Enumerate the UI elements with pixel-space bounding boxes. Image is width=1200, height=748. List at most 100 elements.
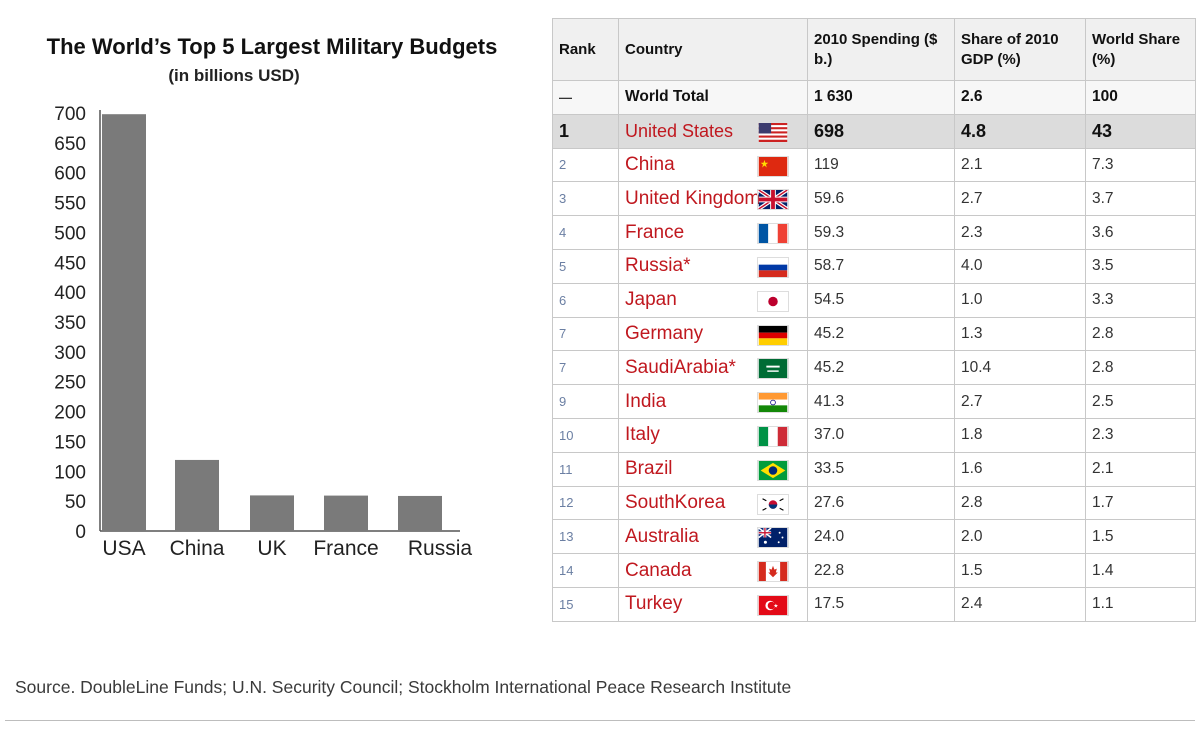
world-share-cell: 1.4 bbox=[1085, 553, 1196, 588]
x-tick-label-china: China bbox=[170, 537, 225, 560]
gdp-share-cell: 2.0 bbox=[954, 519, 1086, 555]
country-text: SaudiArabia* bbox=[625, 356, 736, 378]
spending-cell: 37.0 bbox=[807, 417, 955, 453]
table-row: 4 France 59.3 2.3 3.6 bbox=[552, 215, 1196, 250]
country-text: Canada bbox=[625, 559, 692, 581]
table-row: 6 Japan 54.5 1.0 3.3 bbox=[552, 282, 1196, 318]
country-cell: SouthKorea bbox=[618, 485, 808, 521]
world-share-cell: 3.5 bbox=[1085, 248, 1196, 284]
gdp-share-text: 1.3 bbox=[961, 324, 983, 342]
spending-cell: 58.7 bbox=[807, 248, 955, 284]
gdp-share-text: 2.7 bbox=[961, 189, 983, 207]
y-tick-label: 650 bbox=[54, 134, 86, 155]
country-text: Russia* bbox=[625, 255, 691, 277]
spending-text: 41.3 bbox=[814, 392, 845, 410]
world-share-cell: 1.1 bbox=[1085, 586, 1196, 622]
world-share-cell: 7.3 bbox=[1085, 147, 1196, 183]
turkey-flag-icon bbox=[757, 594, 789, 616]
bottom-divider bbox=[5, 720, 1195, 721]
rank-text: 2 bbox=[559, 157, 567, 173]
world-total-world-share: 100 bbox=[1085, 80, 1196, 115]
spending-text: 58.7 bbox=[814, 257, 845, 275]
x-axis-labels: USA China UK France Russia bbox=[102, 537, 472, 560]
source-note: Source. DoubleLine Funds; U.N. Security … bbox=[15, 677, 792, 697]
military-budget-table-container: Rank Country 2010 Spending ($ b.) Share … bbox=[552, 18, 1196, 622]
country-text: Italy bbox=[625, 424, 660, 446]
country-cell: Australia bbox=[618, 519, 808, 555]
spending-cell: 41.3 bbox=[807, 384, 955, 419]
rank-cell: 13 bbox=[552, 519, 619, 555]
rank-cell: 11 bbox=[552, 451, 619, 487]
gdp-share-cell: 2.8 bbox=[954, 485, 1086, 521]
south-korea-flag-icon bbox=[757, 493, 789, 515]
header-rank: Rank bbox=[552, 18, 619, 81]
rank-cell: 6 bbox=[552, 282, 619, 318]
country-cell: Turkey bbox=[618, 586, 808, 622]
rank-cell: 7 bbox=[552, 316, 619, 352]
country-text: Australia bbox=[625, 525, 699, 547]
world-share-cell: 2.8 bbox=[1085, 350, 1196, 386]
spending-cell: 698 bbox=[807, 113, 955, 149]
world-share-cell: 43 bbox=[1085, 113, 1196, 149]
y-axis-ticks: 0 50 100 150 200 250 300 350 400 450 500 550 600 650 7… bbox=[54, 104, 86, 543]
germany-flag-icon bbox=[757, 324, 789, 346]
country-cell: SaudiArabia* bbox=[618, 350, 808, 386]
country-text: France bbox=[625, 221, 685, 243]
x-tick-label-uk: UK bbox=[257, 537, 286, 560]
rank-text: 10 bbox=[559, 427, 574, 443]
country-text: Japan bbox=[625, 289, 677, 311]
table-row: 14 Canada 22.8 1.5 1.4 bbox=[552, 553, 1196, 588]
gdp-share-cell: 2.7 bbox=[954, 384, 1086, 419]
rank-cell: 5 bbox=[552, 248, 619, 284]
spending-text: 24.0 bbox=[814, 527, 845, 545]
world-share-cell: 2.8 bbox=[1085, 316, 1196, 352]
military-budget-table: Rank Country 2010 Spending ($ b.) Share … bbox=[552, 18, 1196, 622]
table-row: 9 India 41.3 2.7 2.5 bbox=[552, 384, 1196, 419]
gdp-share-text: 2.3 bbox=[961, 223, 983, 241]
world-share-text: 2.1 bbox=[1092, 460, 1114, 478]
world-share-text: 1.4 bbox=[1092, 561, 1114, 579]
spending-cell: 54.5 bbox=[807, 282, 955, 318]
world-share-cell: 1.5 bbox=[1085, 519, 1196, 555]
rank-cell: 10 bbox=[552, 417, 619, 453]
rank-text: 1 bbox=[559, 120, 570, 141]
rank-text: 15 bbox=[559, 596, 574, 612]
y-tick-label: 700 bbox=[54, 104, 86, 125]
table-header-row: Rank Country 2010 Spending ($ b.) Share … bbox=[552, 18, 1196, 81]
rank-cell: 15 bbox=[552, 586, 619, 622]
france-flag-icon bbox=[757, 223, 789, 245]
chart-title: The World’s Top 5 Largest Military Budge… bbox=[47, 34, 498, 59]
y-tick-label: 100 bbox=[54, 462, 86, 483]
rank-text: 13 bbox=[559, 529, 574, 545]
rank-text: 5 bbox=[559, 258, 567, 274]
china-flag-icon bbox=[757, 155, 789, 177]
country-cell: Canada bbox=[618, 553, 808, 588]
spending-text: 698 bbox=[814, 120, 845, 141]
gdp-share-text: 1.5 bbox=[961, 561, 983, 579]
world-share-cell: 3.3 bbox=[1085, 282, 1196, 318]
gdp-share-cell: 10.4 bbox=[954, 350, 1086, 386]
spending-cell: 119 bbox=[807, 147, 955, 183]
bar-france bbox=[324, 495, 368, 531]
y-tick-label: 150 bbox=[54, 432, 86, 453]
x-tick-label-russia: Russia bbox=[408, 537, 473, 560]
india-flag-icon bbox=[757, 392, 789, 414]
gdp-share-cell: 1.8 bbox=[954, 417, 1086, 453]
gdp-share-text: 4.8 bbox=[961, 120, 987, 141]
world-share-cell: 2.1 bbox=[1085, 451, 1196, 487]
bar-chart: The World’s Top 5 Largest Military Budge… bbox=[47, 34, 498, 560]
japan-flag-icon bbox=[757, 290, 789, 312]
rank-text: 7 bbox=[559, 326, 567, 342]
gdp-share-cell: 1.3 bbox=[954, 316, 1086, 352]
spending-cell: 59.3 bbox=[807, 215, 955, 250]
table-row: 12 SouthKorea 27.6 2.8 1.7 bbox=[552, 485, 1196, 521]
country-cell: Germany bbox=[618, 316, 808, 352]
table-row: 1 United States 698 4.8 43 bbox=[552, 113, 1196, 149]
rank-cell: 12 bbox=[552, 485, 619, 521]
country-cell: India bbox=[618, 384, 808, 419]
country-cell: Brazil bbox=[618, 451, 808, 487]
gdp-share-cell: 2.1 bbox=[954, 147, 1086, 183]
world-share-text: 43 bbox=[1092, 120, 1113, 141]
canada-flag-icon bbox=[757, 561, 789, 583]
rank-text: 14 bbox=[559, 563, 574, 579]
